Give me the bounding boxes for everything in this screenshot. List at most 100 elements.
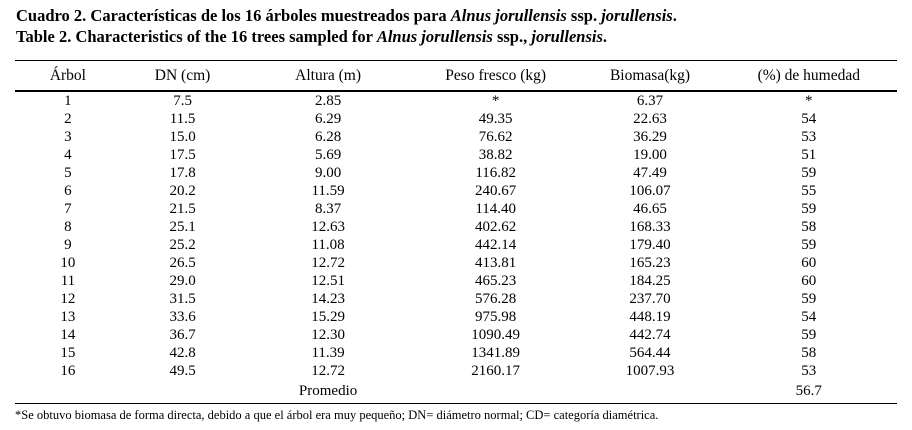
table-cell: 59 (801, 165, 817, 181)
column-header: Peso fresco (kg) (411, 60, 580, 92)
table-cell: 465.23 (475, 273, 517, 289)
table-cell: 5 (64, 165, 72, 181)
table-cell: 14.23 (311, 291, 345, 307)
table-cell: * (491, 93, 500, 109)
table-cell: 54 (801, 309, 817, 325)
table-titles: Cuadro 2. Características de los 16 árbo… (0, 0, 912, 47)
table-row: 9 25.2 11.08 442.14 179.40 59 (15, 236, 897, 254)
table-cell: 33.6 (169, 309, 196, 325)
table-cell: 59 (801, 327, 817, 343)
table-cell: 15 (60, 345, 76, 361)
table-cell: 11.59 (311, 183, 345, 199)
table-cell: 7.5 (173, 93, 192, 109)
table-cell: 53 (801, 363, 817, 379)
table-cell: 42.8 (169, 345, 196, 361)
table-body: 1 7.5 2.85 * 6.37 * 2 11.5 6.29 49.35 22.63 54 3 15.0… (15, 91, 897, 380)
table-header-row: Árbol DN (cm) Altura (m) Peso fresco (kg) Bi… (15, 60, 897, 92)
column-header: Altura (m) (244, 60, 412, 92)
table-cell: 1341.89 (471, 345, 521, 361)
table-cell: 2 (64, 111, 72, 127)
footnote: *Se obtuvo biomasa de forma directa, deb… (15, 408, 659, 422)
table-cell: 442.74 (629, 327, 671, 343)
table-cell: 11.39 (311, 345, 345, 361)
table-cell: 12.30 (311, 327, 345, 343)
table-row: 10 26.5 12.72 413.81 165.23 60 (15, 254, 897, 272)
table-cell: 49.35 (478, 111, 513, 127)
table-cell: 36.7 (169, 327, 196, 343)
table-cell: 11.08 (311, 237, 345, 253)
table-row: 15 42.8 11.39 1341.89 564.44 58 (15, 344, 897, 362)
table-cell: 576.28 (475, 291, 517, 307)
table-cell: 9.00 (314, 165, 342, 181)
table-row: 6 20.2 11.59 240.67 106.07 55 (15, 182, 897, 200)
table-cell: 9 (64, 237, 72, 253)
table-cell: 8.37 (314, 201, 342, 217)
table-cell: 31.5 (169, 291, 196, 307)
table-cell: 402.62 (475, 219, 517, 235)
table-cell: 51 (801, 147, 817, 163)
title-english: Table 2. Characteristics of the 16 trees… (16, 27, 608, 46)
table-cell: 12.72 (311, 255, 345, 271)
table-cell: 12 (60, 291, 76, 307)
table-cell: 2.85 (314, 93, 342, 109)
table-cell: 15.29 (311, 309, 345, 325)
table-cell: 8 (64, 219, 72, 235)
table-cell: 54 (801, 111, 817, 127)
table-cell: 1 (64, 93, 72, 109)
table-cell: 6.29 (314, 111, 342, 127)
table-cell: 46.65 (633, 201, 667, 217)
table-cell: 59 (801, 201, 817, 217)
table-cell (121, 380, 244, 404)
table-cell: 11 (60, 273, 76, 289)
table-cell: 106.07 (629, 183, 671, 199)
table-cell (579, 380, 720, 404)
table-cell: 10 (60, 255, 76, 271)
table-cell: 413.81 (475, 255, 517, 271)
table-cell: 53 (801, 129, 817, 145)
table-row: 12 31.5 14.23 576.28 237.70 59 (15, 290, 897, 308)
table-cell: 1090.49 (471, 327, 521, 343)
table-row: 11 29.0 12.51 465.23 184.25 60 (15, 272, 897, 290)
table-row: 14 36.7 12.30 1090.49 442.74 59 (15, 326, 897, 344)
table-row: 5 17.8 9.00 116.82 47.49 59 (15, 164, 897, 182)
table-cell: 564.44 (629, 345, 671, 361)
table-cell: 11.5 (169, 111, 196, 127)
table-row: 4 17.5 5.69 38.82 19.00 51 (15, 146, 897, 164)
table-cell (412, 380, 580, 404)
table-cell: 1007.93 (625, 363, 675, 379)
table-cell: 59 (801, 291, 817, 307)
table-cell: 47.49 (633, 165, 667, 181)
table-cell: 168.33 (629, 219, 671, 235)
table-cell: 20.2 (169, 183, 196, 199)
table-cell: 58 (801, 345, 817, 361)
table-row: 7 21.5 8.37 114.40 46.65 59 (15, 200, 897, 218)
title-spanish: Cuadro 2. Características de los 16 árbo… (16, 6, 677, 25)
table-cell: 25.1 (169, 219, 196, 235)
table-cell: 5.69 (314, 147, 342, 163)
summary-humidity-value: 56.7 (795, 383, 822, 399)
table-cell: 6.37 (636, 93, 664, 109)
table-cell: 7 (64, 201, 72, 217)
table-cell: 22.63 (633, 111, 667, 127)
table-row: 16 49.5 12.72 2160.17 1007.93 53 (15, 362, 897, 380)
table-cell: 55 (801, 183, 817, 199)
table-cell: 17.8 (169, 165, 196, 181)
table-cell: 15.0 (169, 129, 196, 145)
table-row: 8 25.1 12.63 402.62 168.33 58 (15, 218, 897, 236)
summary-label: Promedio (298, 383, 358, 399)
table-cell: 165.23 (629, 255, 671, 271)
column-header: Biomasa(kg) (579, 60, 721, 92)
table-cell: 12.63 (311, 219, 345, 235)
table-cell: 975.98 (475, 309, 517, 325)
summary-row: Promedio 56.7 (15, 380, 897, 404)
table-cell: 60 (801, 273, 817, 289)
table-cell: 2160.17 (471, 363, 521, 379)
table-cell: 4 (64, 147, 72, 163)
column-header: Árbol (15, 60, 121, 92)
table-row: 2 11.5 6.29 49.35 22.63 54 (15, 110, 897, 128)
table-cell: * (805, 93, 813, 109)
table-cell: 16 (60, 363, 76, 379)
table-cell: 59 (801, 237, 817, 253)
table-cell: 6 (64, 183, 72, 199)
